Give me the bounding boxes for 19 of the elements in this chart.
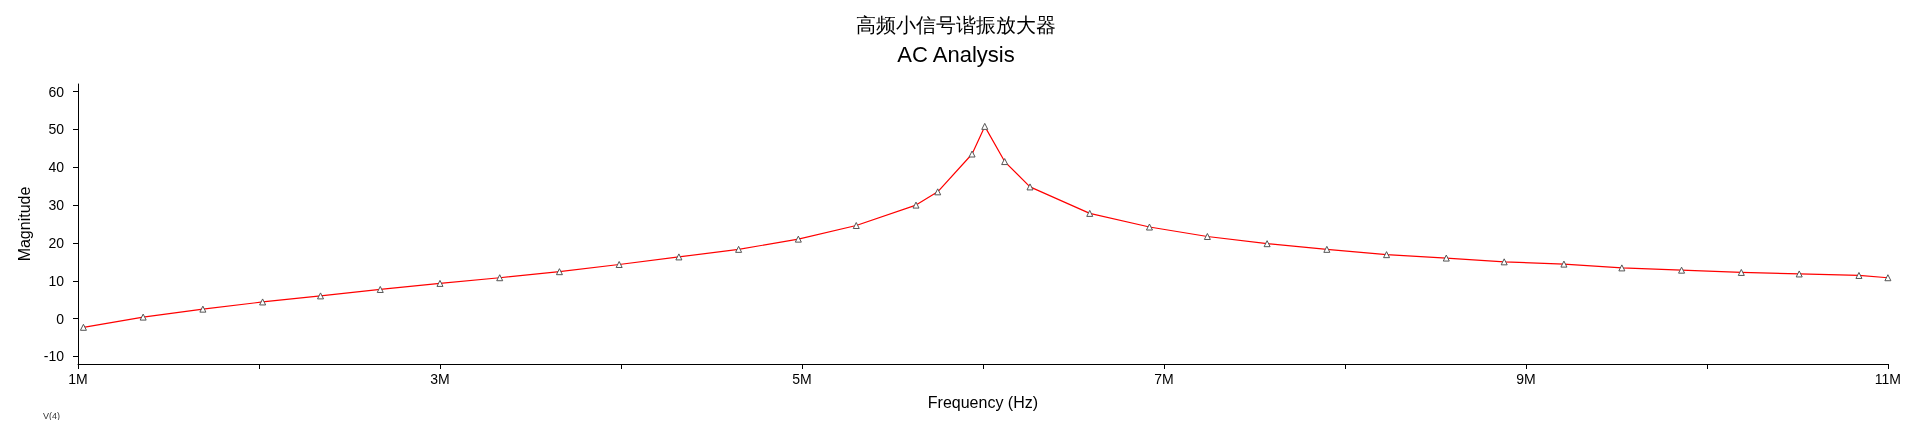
text: V(4) bbox=[43, 410, 61, 421]
y-tick-label: 30 bbox=[48, 197, 65, 214]
x-tick-label: 9M bbox=[1516, 371, 1536, 387]
chart-subtitle: AC Analysis bbox=[897, 41, 1015, 67]
y-tick-label: 60 bbox=[48, 83, 65, 100]
x-tick-label: 1M bbox=[68, 371, 88, 387]
y-axis-title: Magnitude bbox=[16, 186, 34, 262]
x-tick-label: 3M bbox=[430, 371, 450, 387]
x-tick-label: 7M bbox=[1154, 371, 1174, 387]
x-tick-label: 5M bbox=[792, 371, 812, 387]
y-tick-label: 0 bbox=[56, 310, 65, 327]
y-tick-label: 20 bbox=[48, 234, 65, 251]
x-axis-title: Frequency (Hz) bbox=[927, 393, 1039, 411]
y-tick-label: 40 bbox=[48, 159, 65, 176]
y-tick-label: 50 bbox=[48, 121, 65, 138]
chart-title: 高频小信号谐振放大器 bbox=[856, 13, 1056, 37]
y-tick-label: 10 bbox=[48, 272, 65, 289]
x-tick-label: 11M bbox=[1874, 371, 1901, 387]
y-tick-label: -10 bbox=[43, 348, 65, 365]
